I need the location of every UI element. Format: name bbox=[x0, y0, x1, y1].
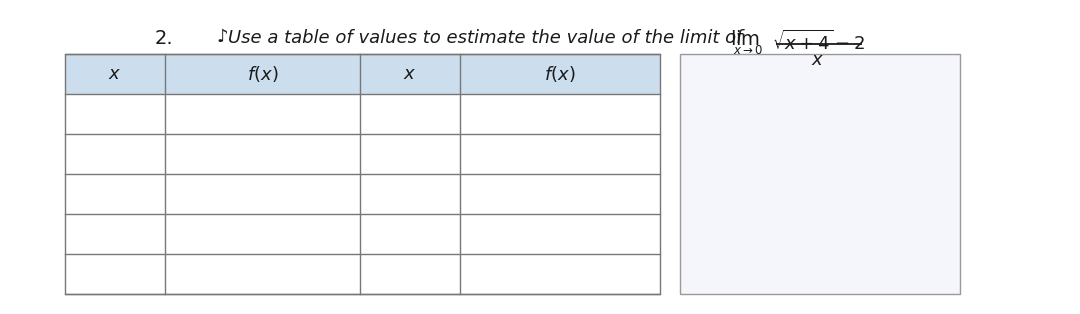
Bar bbox=[65, 54, 660, 94]
Text: $\lim$: $\lim$ bbox=[730, 30, 760, 49]
Text: ♪: ♪ bbox=[216, 28, 228, 46]
Text: $\mathit{f}(\mathit{x})$: $\mathit{f}(\mathit{x})$ bbox=[544, 64, 576, 84]
Text: $x\rightarrow 0$: $x\rightarrow 0$ bbox=[733, 44, 764, 57]
Text: $\mathit{x}$: $\mathit{x}$ bbox=[108, 65, 122, 83]
Text: $x$: $x$ bbox=[811, 51, 825, 69]
Bar bbox=[65, 94, 660, 294]
Text: $\sqrt{x+4} - 2$: $\sqrt{x+4} - 2$ bbox=[771, 30, 864, 54]
Text: Use a table of values to estimate the value of the limit of: Use a table of values to estimate the va… bbox=[228, 29, 743, 47]
Text: $\mathit{x}$: $\mathit{x}$ bbox=[403, 65, 417, 83]
Bar bbox=[65, 54, 660, 294]
Text: $\mathit{f}(\mathit{x})$: $\mathit{f}(\mathit{x})$ bbox=[246, 64, 279, 84]
Bar bbox=[680, 54, 960, 294]
Text: 2.: 2. bbox=[156, 29, 174, 48]
